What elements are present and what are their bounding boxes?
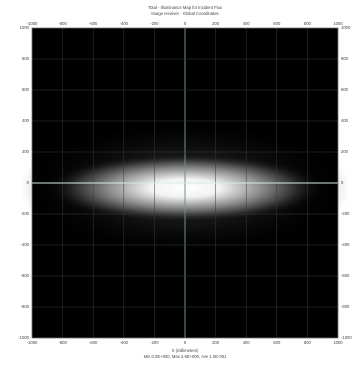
x-tick-label: 600 xyxy=(273,21,281,26)
y-tick-label: 800 xyxy=(341,56,349,61)
x-tick-label: 400 xyxy=(243,21,251,26)
y-tick-label: 0 xyxy=(341,180,344,185)
y-tick-label: 200 xyxy=(341,149,349,154)
y-tick-label: -800 xyxy=(21,304,30,309)
y-tick-label: -1000 xyxy=(18,335,29,340)
y-tick-label: -400 xyxy=(21,242,30,247)
y-tick-label: 1000 xyxy=(20,25,30,30)
chart-subtitle: Image receiver - Global Coordinates xyxy=(151,11,218,16)
x-tick-label: 1000 xyxy=(333,340,343,345)
x-tick-label: -200 xyxy=(150,340,159,345)
x-tick-label: -800 xyxy=(58,340,67,345)
x-tick-label: 0 xyxy=(184,21,187,26)
y-tick-label: -800 xyxy=(341,304,350,309)
x-tick-label: -200 xyxy=(150,21,159,26)
y-tick-label: -200 xyxy=(21,211,30,216)
x-tick-label: 800 xyxy=(304,340,312,345)
x-tick-label: -600 xyxy=(89,340,98,345)
x-tick-label: -800 xyxy=(58,21,67,26)
x-tick-label: 1000 xyxy=(333,21,343,26)
y-tick-label: 800 xyxy=(22,56,30,61)
y-tick-label: 0 xyxy=(27,180,30,185)
x-tick-label: 0 xyxy=(184,340,187,345)
x-tick-label: 600 xyxy=(273,340,281,345)
y-tick-label: 200 xyxy=(22,149,30,154)
y-tick-label: -400 xyxy=(341,242,350,247)
x-tick-label: -1000 xyxy=(27,21,38,26)
x-tick-label: -1000 xyxy=(27,340,38,345)
x-axis-label: X (millimeters) xyxy=(172,348,199,353)
y-tick-label: -200 xyxy=(341,211,350,216)
x-tick-label: 800 xyxy=(304,21,312,26)
y-tick-label: -600 xyxy=(341,273,350,278)
y-tick-label: 600 xyxy=(22,87,30,92)
x-tick-label: 400 xyxy=(243,340,251,345)
x-tick-label: -600 xyxy=(89,21,98,26)
x-tick-label: 200 xyxy=(212,21,220,26)
x-tick-label: -400 xyxy=(120,21,129,26)
y-tick-label: 1000 xyxy=(341,25,351,30)
y-tick-label: -600 xyxy=(21,273,30,278)
plot-frame xyxy=(31,27,339,339)
y-tick-label: -1000 xyxy=(341,335,352,340)
y-tick-label: 400 xyxy=(341,118,349,123)
x-tick-label: 200 xyxy=(212,340,220,345)
y-tick-label: 400 xyxy=(22,118,30,123)
x-tick-label: -400 xyxy=(120,340,129,345)
chart-title: Total - Illuminance Map for Incident Flu… xyxy=(148,5,223,10)
footer: Min 0.0E+000, Max 2.6E+000, Ave 1.0E-001 xyxy=(144,354,227,359)
y-tick-label: 600 xyxy=(341,87,349,92)
